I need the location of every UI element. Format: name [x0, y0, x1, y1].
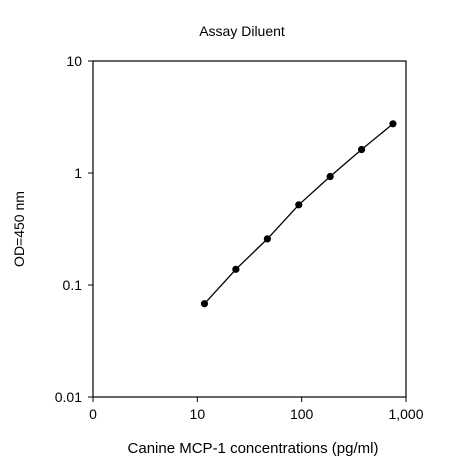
y-tick-label: 0.1 [63, 277, 83, 293]
data-point [389, 120, 397, 128]
chart-title: Assay Diluent [199, 23, 285, 39]
y-tick-label: 0.01 [55, 389, 82, 405]
data-point [326, 172, 334, 181]
y-axis-label: OD=450 nm [11, 191, 27, 267]
data-point [295, 201, 303, 209]
x-tick-label: 100 [290, 406, 314, 422]
axis-ticks: 0 10 100 1,000 0.01 0.1 1 10 [55, 53, 424, 422]
data-point [357, 145, 366, 154]
y-tick-label: 1 [74, 165, 82, 181]
plot-area [92, 60, 407, 398]
x-tick-label: 0 [89, 406, 97, 422]
series-points-layer [200, 120, 397, 308]
x-tick-label: 1,000 [388, 406, 423, 422]
data-point [200, 300, 209, 308]
y-tick-label: 10 [66, 53, 82, 69]
x-tick-label: 10 [190, 406, 206, 422]
x-axis-label: Canine MCP-1 concentrations (pg/ml) [128, 440, 379, 457]
data-point [263, 235, 271, 243]
data-point [232, 265, 240, 273]
